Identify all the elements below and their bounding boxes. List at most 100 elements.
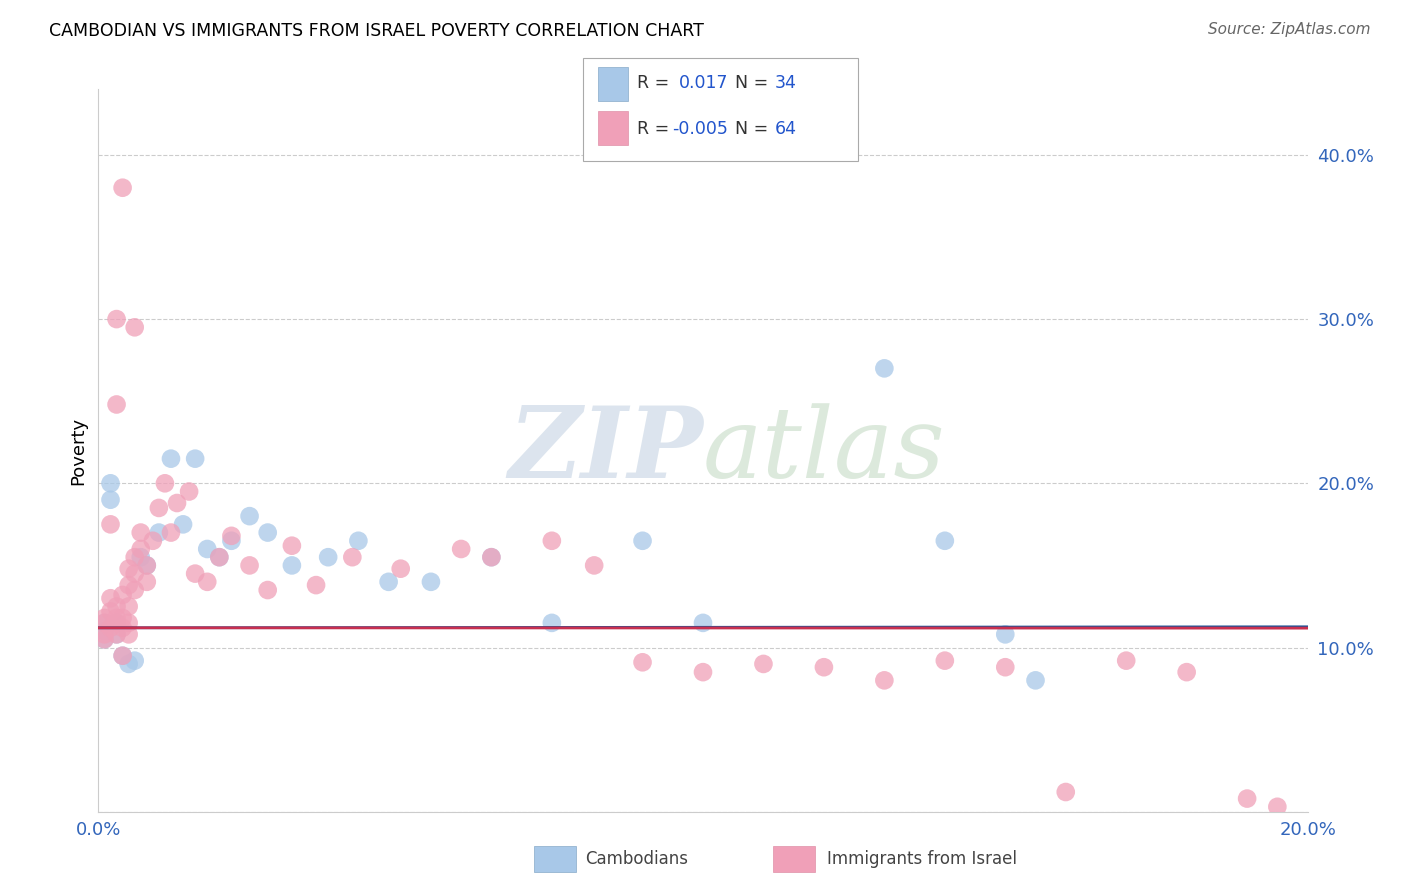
Text: Source: ZipAtlas.com: Source: ZipAtlas.com [1208,22,1371,37]
Point [124,582,146,597]
Point [118,562,141,576]
Point [420,574,443,589]
Point [873,361,896,376]
Text: 64: 64 [775,120,797,138]
Point [208,550,231,565]
Point [148,525,170,540]
Point [148,500,170,515]
Point [100,591,122,606]
Point [129,550,152,565]
Point [111,611,134,625]
Text: R =: R = [637,120,669,138]
Point [631,655,654,669]
Point [160,525,183,540]
Point [540,615,562,630]
Point [118,627,141,641]
Point [105,599,128,614]
Text: Cambodians: Cambodians [585,850,688,868]
Point [221,529,243,543]
Point [105,615,128,630]
Text: 34: 34 [775,74,797,92]
Point [450,541,472,556]
Point [540,533,562,548]
Point [813,660,835,674]
Point [208,550,231,565]
Point [124,654,146,668]
Text: N =: N = [735,74,769,92]
Point [118,615,141,630]
Point [195,574,218,589]
Point [184,451,207,466]
Point [118,578,141,592]
Point [105,627,128,641]
Point [135,574,157,589]
Point [583,558,606,573]
Point [1115,654,1137,668]
Point [118,657,141,671]
Point [93,632,115,647]
Point [179,484,201,499]
Point [111,648,134,663]
Point [105,611,128,625]
Point [111,648,134,663]
Text: ZIP: ZIP [508,402,703,499]
Point [100,604,122,618]
Point [93,627,115,641]
Point [135,558,157,573]
Point [129,525,152,540]
Point [281,539,304,553]
Point [873,673,896,688]
Point [994,627,1017,641]
Point [124,320,146,334]
Point [111,621,134,635]
Point [93,632,115,647]
Text: 0.017: 0.017 [679,74,728,92]
Point [100,517,122,532]
Point [142,533,165,548]
Point [239,509,262,524]
Point [481,550,503,565]
Point [93,615,115,630]
Point [105,312,128,326]
Point [1267,799,1289,814]
Y-axis label: Poverty: Poverty [69,417,87,484]
Point [93,611,115,625]
Point [184,566,207,581]
Point [172,517,194,532]
Point [93,624,115,639]
Point [195,541,218,556]
Point [100,621,122,635]
Point [389,562,412,576]
Point [100,476,122,491]
Point [124,566,146,581]
Point [124,550,146,565]
Text: -0.005: -0.005 [672,120,728,138]
Point [129,541,152,556]
Point [347,533,370,548]
Point [316,550,339,565]
Point [481,550,503,565]
Point [631,533,654,548]
Point [100,492,122,507]
Point [153,476,176,491]
Text: R =: R = [637,74,669,92]
Point [118,599,141,614]
Point [105,615,128,630]
Point [377,574,399,589]
Point [111,588,134,602]
Point [1024,673,1046,688]
Point [105,627,128,641]
Text: atlas: atlas [703,403,946,498]
Point [256,525,278,540]
Point [281,558,304,573]
Point [105,397,128,411]
Point [221,533,243,548]
Point [1236,791,1258,805]
Point [934,654,956,668]
Point [994,660,1017,674]
Point [111,180,134,194]
Point [160,451,183,466]
Point [135,558,157,573]
Point [934,533,956,548]
Point [692,615,714,630]
